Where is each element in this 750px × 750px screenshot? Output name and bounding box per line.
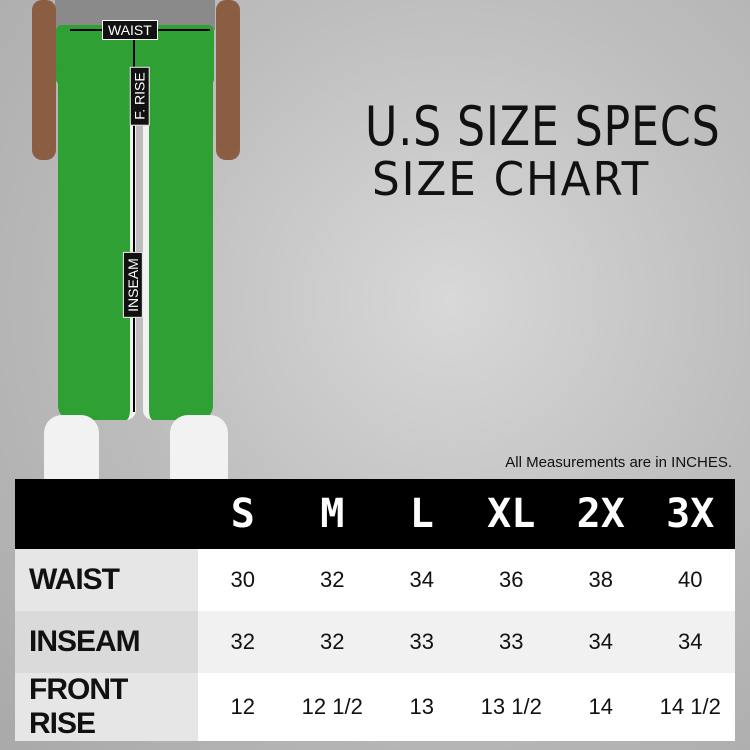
- cell: 14 1/2: [645, 673, 735, 741]
- cell: 13 1/2: [466, 673, 556, 741]
- right-arm: [216, 0, 240, 160]
- size-header: 2X: [556, 479, 646, 549]
- pants-right-leg: [143, 70, 213, 420]
- size-table: S M L XL 2X 3X WAIST 30 32 34 36 38 40 I…: [15, 479, 735, 741]
- pants-left-leg: [58, 70, 136, 420]
- cell: 33: [466, 611, 556, 673]
- table-row: FRONT RISE 12 12 1/2 13 13 1/2 14 14 1/2: [15, 673, 735, 741]
- cell: 34: [645, 611, 735, 673]
- cell: 33: [377, 611, 467, 673]
- cell: 32: [287, 549, 377, 611]
- row-label: FRONT RISE: [15, 673, 198, 741]
- units-note: All Measurements are in INCHES.: [505, 454, 732, 471]
- size-header: 3X: [645, 479, 735, 549]
- cell: 34: [377, 549, 467, 611]
- size-header: L: [377, 479, 467, 549]
- inseam-label: INSEAM: [122, 252, 143, 318]
- cell: 12 1/2: [287, 673, 377, 741]
- cell: 32: [287, 611, 377, 673]
- cell: 34: [556, 611, 646, 673]
- cell: 30: [198, 549, 288, 611]
- cell: 32: [198, 611, 288, 673]
- left-shoe: [44, 415, 99, 490]
- table-row: INSEAM 32 32 33 33 34 34: [15, 611, 735, 673]
- left-arm: [32, 0, 56, 160]
- cell: 14: [556, 673, 646, 741]
- cell: 38: [556, 549, 646, 611]
- size-header: M: [287, 479, 377, 549]
- page-title: U.S SIZE SPECS: [365, 95, 721, 158]
- size-header: S: [198, 479, 288, 549]
- rise-measure-line: [133, 30, 135, 412]
- cell: 40: [645, 549, 735, 611]
- row-label: INSEAM: [15, 611, 198, 673]
- row-label: WAIST: [15, 549, 198, 611]
- size-header-row: S M L XL 2X 3X: [15, 479, 735, 549]
- cell: 36: [466, 549, 556, 611]
- waist-label: WAIST: [102, 20, 158, 40]
- right-shoe: [170, 415, 228, 490]
- header-empty: [15, 479, 198, 549]
- front-rise-label: F. RISE: [129, 66, 150, 126]
- size-header: XL: [466, 479, 556, 549]
- cell: 12: [198, 673, 288, 741]
- page-subtitle: SIZE CHART: [372, 152, 651, 206]
- cell: 13: [377, 673, 467, 741]
- table-row: WAIST 30 32 34 36 38 40: [15, 549, 735, 611]
